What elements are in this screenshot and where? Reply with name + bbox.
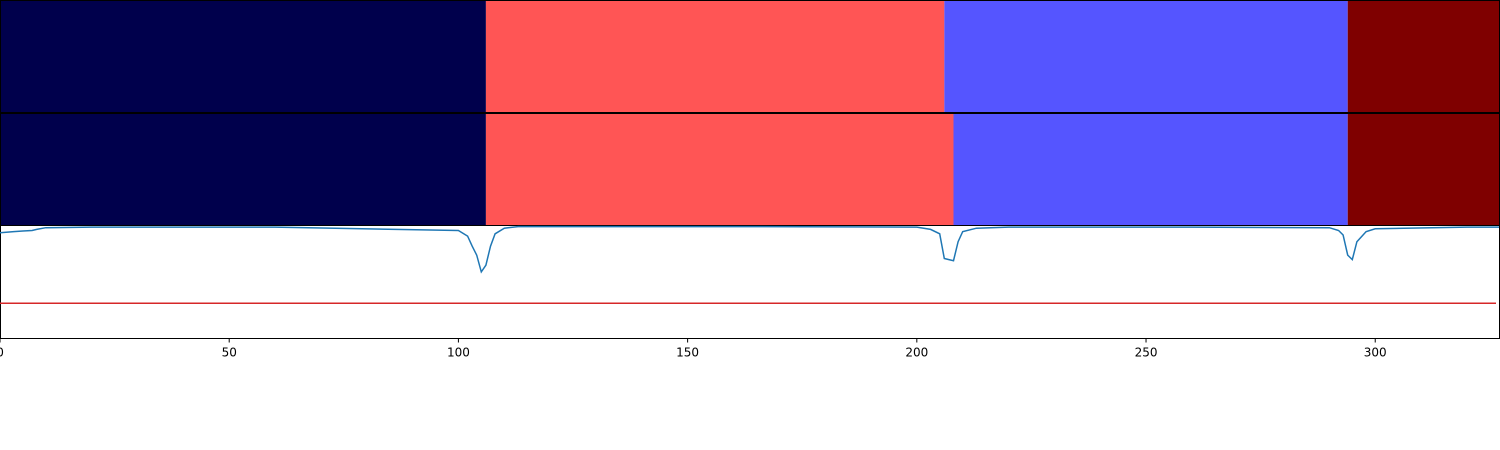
row-1-segment-3: [944, 1, 1348, 112]
row-2-segment-4: [1347, 114, 1499, 225]
x-tick-label-0: 0: [0, 346, 4, 360]
x-tick-label-250: 250: [1135, 346, 1158, 360]
x-tick-label-300: 300: [1364, 346, 1387, 360]
segment-row-2: [0, 114, 1499, 225]
row-2-segment-2: [485, 114, 954, 225]
x-tick-label-50: 50: [222, 346, 237, 360]
x-axis: 0 50 100 150 200 250 300: [0, 338, 1387, 360]
row-1-segment-4: [1347, 1, 1499, 112]
curve-panel: [0, 225, 1500, 339]
x-tick-label-150: 150: [676, 346, 699, 360]
curve-line: [0, 225, 1499, 274]
row-1-segment-2: [485, 1, 945, 112]
row-2-segment-3: [953, 114, 1348, 225]
row-1-segment-1: [0, 1, 486, 112]
curve-panel-frame: [0, 225, 1500, 339]
row-2-segment-1: [0, 114, 486, 225]
x-tick-label-200: 200: [905, 346, 928, 360]
segment-row-1: [0, 1, 1499, 112]
x-tick-label-100: 100: [447, 346, 470, 360]
